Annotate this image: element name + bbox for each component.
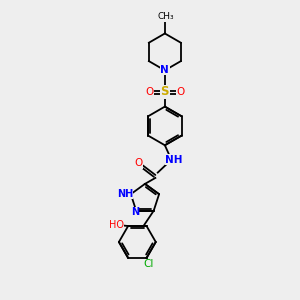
Text: NH: NH	[165, 154, 182, 164]
Text: O: O	[176, 87, 184, 97]
Text: O: O	[145, 87, 154, 97]
Text: O: O	[135, 158, 143, 168]
Text: Cl: Cl	[144, 260, 154, 269]
Text: S: S	[160, 85, 169, 98]
Text: N: N	[160, 65, 169, 75]
Text: CH₃: CH₃	[157, 12, 174, 21]
Text: NH: NH	[117, 189, 133, 199]
Text: HO: HO	[109, 220, 124, 230]
Text: N: N	[131, 207, 139, 217]
